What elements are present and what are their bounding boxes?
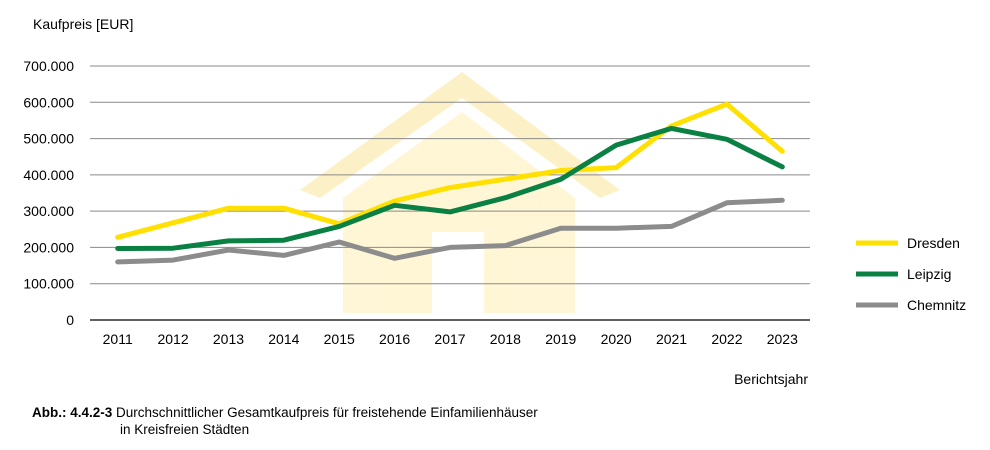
x-tick-label: 2014: [268, 331, 299, 347]
x-tick-label: 2018: [490, 331, 521, 347]
line-chart: 0 100.000 200.000 300.000 400.000 500.000 600.…: [23, 16, 966, 387]
y-tick-label: 100.000: [23, 276, 74, 292]
x-tick-label: 2013: [213, 331, 244, 347]
legend-label-leipzig: Leipzig: [907, 266, 951, 282]
y-tick-label: 200.000: [23, 239, 74, 255]
x-axis-label: Berichtsjahr: [734, 371, 808, 387]
grid-lines: [90, 65, 810, 321]
x-tick-label: 2020: [601, 331, 632, 347]
caption-line-2: in Kreisfreien Städten: [120, 422, 250, 437]
x-tick-label: 2016: [379, 331, 410, 347]
legend: Dresden Leipzig Chemnitz: [856, 235, 966, 313]
figure-caption: Abb.: 4.4.2-3 Durchschnittlicher Gesamtk…: [32, 404, 538, 438]
caption-label: Abb.: 4.4.2-3: [32, 405, 113, 420]
x-axis-ticks: 2011 2012 2013 2014 2015 2016 2017 2018 2019 2020…: [103, 331, 798, 347]
x-tick-label: 2019: [545, 331, 576, 347]
y-tick-label: 700.000: [23, 58, 74, 74]
y-tick-label: 0: [66, 312, 74, 328]
series-line-chemnitz: [115, 197, 785, 265]
y-axis-label: Kaufpreis [EUR]: [33, 16, 133, 32]
house-watermark-icon: [300, 72, 620, 314]
x-tick-label: 2017: [434, 331, 465, 347]
x-tick-label: 2023: [767, 331, 798, 347]
x-tick-label: 2021: [656, 331, 687, 347]
x-tick-label: 2015: [324, 331, 355, 347]
y-tick-label: 300.000: [23, 203, 74, 219]
caption-line-1: Durchschnittlicher Gesamtkaufpreis für f…: [116, 405, 538, 420]
series-line-leipzig: [115, 125, 785, 251]
y-tick-label: 400.000: [23, 167, 74, 183]
y-axis-ticks: 0 100.000 200.000 300.000 400.000 500.000 600.…: [23, 58, 74, 328]
legend-label-chemnitz: Chemnitz: [907, 297, 966, 313]
y-tick-label: 500.000: [23, 131, 74, 147]
x-tick-label: 2012: [157, 331, 188, 347]
x-tick-label: 2022: [711, 331, 742, 347]
legend-label-dresden: Dresden: [907, 235, 960, 251]
x-tick-label: 2011: [103, 331, 133, 347]
y-tick-label: 600.000: [23, 94, 74, 110]
series-lines: [115, 101, 785, 265]
